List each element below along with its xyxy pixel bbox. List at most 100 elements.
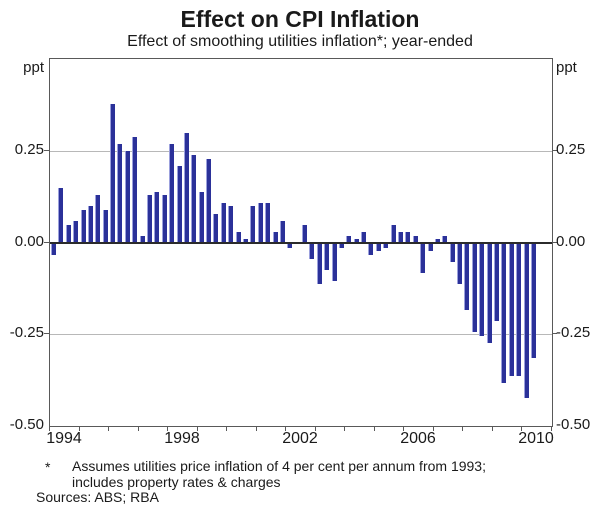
- bar-1996Q3: [124, 150, 130, 243]
- chart-subtitle: Effect of smoothing utilities inflation*…: [127, 33, 473, 50]
- x-axis-tick: [167, 426, 168, 431]
- bar-2007Q3: [449, 243, 455, 262]
- zero-line: [50, 241, 552, 244]
- bar-1995Q1: [80, 209, 86, 243]
- bar-2005Q3: [390, 224, 396, 243]
- chart-title: Effect on CPI Inflation: [180, 6, 420, 32]
- bar-2003Q4: [338, 243, 344, 248]
- x-axis-tick: [49, 426, 50, 431]
- unit-label-right: ppt: [556, 59, 577, 76]
- bar-1998Q1: [169, 143, 175, 243]
- x-axis-label-2010: 2010: [518, 430, 554, 447]
- bar-2009Q4: [516, 243, 522, 376]
- bar-1997Q4: [161, 194, 167, 243]
- y-gridline: [50, 334, 552, 336]
- bar-1997Q2: [147, 194, 152, 243]
- x-axis-label-2006: 2006: [400, 430, 436, 447]
- x-axis-tick: [551, 426, 552, 431]
- x-axis-tick: [256, 426, 257, 431]
- bar-2001Q3: [272, 231, 278, 243]
- bar-2001Q1: [257, 202, 263, 243]
- bar-2004Q3: [361, 231, 367, 243]
- x-axis-tick: [79, 426, 80, 431]
- x-axis-tick: [403, 426, 404, 431]
- bar-2004Q1: [346, 235, 352, 243]
- y-axis-label-left: -0.25: [9, 324, 44, 341]
- bar-1995Q4: [102, 209, 108, 243]
- bar-1998Q2: [176, 165, 182, 243]
- x-axis-label-1998: 1998: [164, 430, 200, 447]
- bar-2002Q4: [309, 243, 315, 259]
- bar-2008Q3: [479, 243, 485, 336]
- bar-1999Q3: [213, 213, 219, 243]
- bar-1999Q2: [206, 158, 211, 243]
- bar-2007Q1: [434, 238, 440, 243]
- bar-1998Q4: [191, 154, 197, 243]
- bar-2010Q2: [530, 243, 536, 358]
- footnote-line-1: Assumes utilities price inflation of 4 p…: [72, 458, 486, 474]
- bar-1996Q4: [132, 136, 138, 243]
- bar-2003Q1: [316, 243, 322, 284]
- bar-2000Q1: [228, 205, 234, 243]
- bar-1994Q1: [51, 243, 56, 255]
- bar-2000Q2: [235, 231, 241, 243]
- bar-2000Q3: [242, 238, 248, 243]
- y-axis-tick-right: [552, 242, 557, 243]
- bar-1997Q3: [154, 191, 160, 243]
- bar-1999Q1: [198, 191, 204, 243]
- y-axis-label-right: 0.25: [556, 141, 586, 158]
- bar-2004Q2: [353, 238, 359, 243]
- footnote-marker: *: [45, 459, 51, 475]
- y-gridline: [50, 150, 552, 152]
- bar-1996Q1: [110, 103, 116, 243]
- bar-2005Q1: [375, 243, 381, 251]
- x-axis-label-2002: 2002: [282, 430, 318, 447]
- bar-2002Q1: [287, 243, 293, 248]
- y-axis-tick-right: [552, 333, 557, 334]
- x-axis-tick: [344, 426, 345, 431]
- bar-2007Q4: [457, 243, 462, 284]
- bar-2005Q4: [398, 231, 403, 243]
- bar-1994Q4: [73, 220, 79, 243]
- x-axis-tick: [374, 426, 375, 431]
- bar-2001Q2: [265, 202, 271, 243]
- bar-1996Q2: [117, 143, 123, 243]
- bar-2008Q4: [486, 243, 492, 343]
- bar-1999Q4: [220, 202, 226, 243]
- bar-2006Q4: [427, 243, 433, 251]
- bar-2005Q2: [383, 243, 389, 248]
- bar-1995Q3: [95, 194, 101, 243]
- x-axis-tick: [226, 426, 227, 431]
- x-axis-tick: [138, 426, 139, 431]
- bar-1995Q2: [87, 205, 93, 243]
- unit-label-left: ppt: [23, 59, 44, 76]
- x-axis-label-1994: 1994: [46, 430, 82, 447]
- y-axis-label-right: -0.50: [556, 416, 591, 433]
- x-axis-tick: [108, 426, 109, 431]
- x-axis-tick: [197, 426, 198, 431]
- x-axis-tick: [285, 426, 286, 431]
- y-axis-tick-left: [44, 150, 49, 151]
- x-axis-tick: [521, 426, 522, 431]
- bar-1994Q3: [65, 224, 71, 243]
- y-axis-tick-left: [44, 242, 49, 243]
- bar-2006Q2: [412, 235, 418, 243]
- y-axis-tick-right: [552, 150, 557, 151]
- plot-area: [49, 58, 553, 427]
- bar-2004Q4: [368, 243, 374, 255]
- y-axis-label-right: -0.25: [556, 324, 591, 341]
- bar-2007Q2: [442, 235, 448, 243]
- x-axis-tick: [315, 426, 316, 431]
- bar-2002Q3: [302, 224, 307, 243]
- bar-2009Q3: [508, 243, 514, 376]
- bar-1994Q2: [58, 187, 64, 243]
- bar-2009Q2: [501, 243, 507, 383]
- bar-2000Q4: [250, 205, 256, 243]
- x-axis-tick: [433, 426, 434, 431]
- sources-line: Sources: ABS; RBA: [36, 489, 159, 505]
- y-axis-label-left: -0.50: [9, 416, 44, 433]
- x-axis-tick: [492, 426, 493, 431]
- footnote-line-2: includes property rates & charges: [72, 474, 281, 490]
- bar-2003Q3: [331, 243, 337, 281]
